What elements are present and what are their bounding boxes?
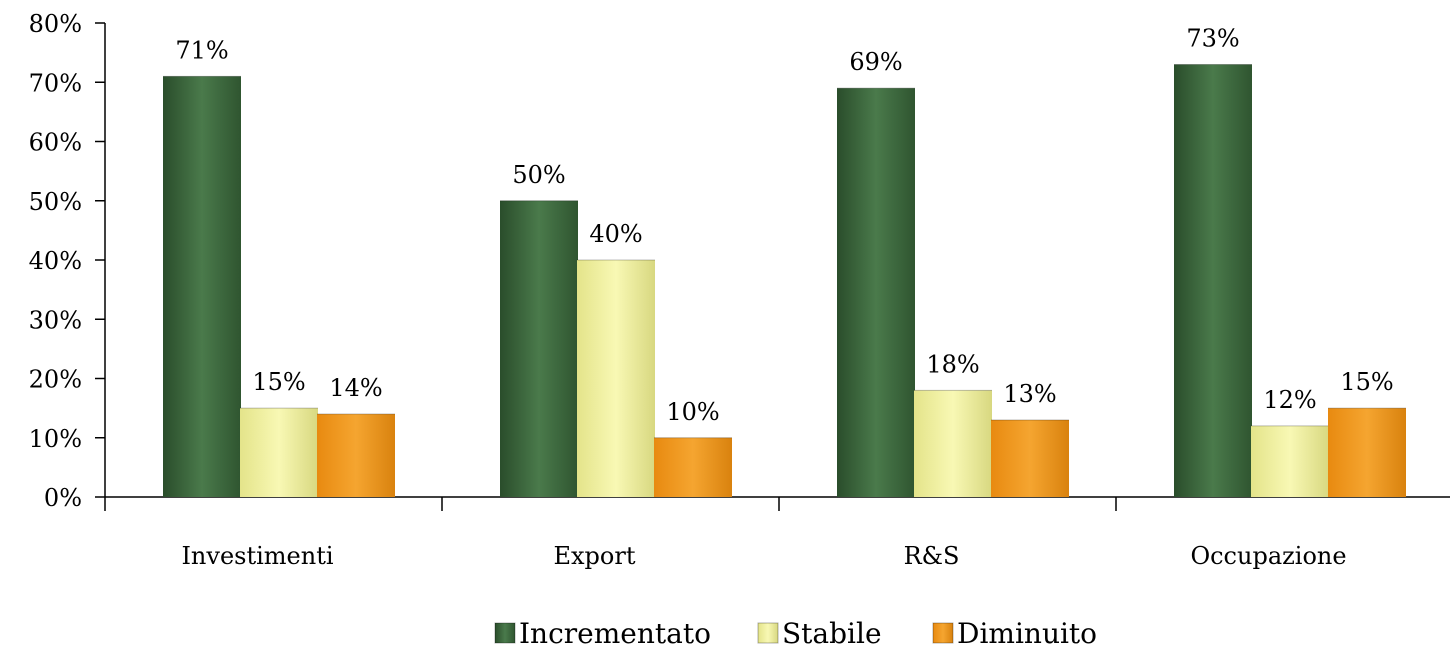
y-tick-label: 80%	[29, 10, 82, 38]
x-category-label: Investimenti	[181, 542, 333, 570]
axes: 0% 10% 20% 30% 40% 50% 60% 70% 80% Investimenti Ex…	[29, 10, 1450, 570]
bar-diminuito	[1328, 408, 1406, 497]
data-label: 10%	[666, 398, 719, 426]
legend-label-stabile: Stabile	[782, 617, 882, 650]
y-tick-label: 60%	[29, 129, 82, 157]
legend-swatch-incrementato	[494, 622, 516, 644]
data-labels: 71% 50% 69% 73% 15% 40% 18% 12% 14% 10% 13% 15%	[175, 24, 1393, 425]
data-label: 18%	[926, 350, 979, 378]
legend-label-incrementato: Incrementato	[519, 617, 711, 650]
data-label: 40%	[589, 220, 642, 248]
data-label: 73%	[1186, 24, 1239, 52]
data-label: 14%	[329, 374, 382, 402]
data-label: 50%	[512, 161, 565, 189]
x-category-label: Occupazione	[1190, 542, 1346, 570]
y-tick-label: 0%	[44, 484, 82, 512]
y-tick-label: 20%	[29, 366, 82, 394]
y-tick-label: 50%	[29, 188, 82, 216]
bar-diminuito	[991, 419, 1069, 497]
data-label: 15%	[1340, 368, 1393, 396]
data-label: 12%	[1263, 386, 1316, 414]
bar-incrementato	[163, 76, 241, 497]
bar-incrementato	[1174, 64, 1252, 497]
y-tick-label: 40%	[29, 247, 82, 275]
data-label: 69%	[849, 48, 902, 76]
legend-swatch-stabile	[757, 622, 779, 644]
data-label: 71%	[175, 36, 228, 64]
legend-swatch-diminuito	[932, 622, 954, 644]
bar-incrementato	[837, 88, 915, 498]
bar-stabile	[914, 390, 992, 497]
y-tick-label: 10%	[29, 425, 82, 453]
bars	[163, 63, 1406, 498]
x-category-label: Export	[554, 542, 636, 570]
data-label: 13%	[1003, 380, 1056, 408]
bar-stabile	[240, 408, 318, 497]
y-tick-label: 30%	[29, 306, 82, 334]
bar-stabile	[1251, 425, 1329, 497]
y-tick-label: 70%	[29, 69, 82, 97]
bar-diminuito	[317, 414, 395, 497]
bar-stabile	[577, 260, 655, 497]
bar-incrementato	[500, 200, 578, 497]
legend: Incrementato Stabile Diminuito	[494, 617, 1097, 650]
data-label: 15%	[252, 368, 305, 396]
legend-label-diminuito: Diminuito	[957, 617, 1097, 650]
bar-diminuito	[654, 437, 732, 497]
x-category-label: R&S	[904, 542, 960, 570]
